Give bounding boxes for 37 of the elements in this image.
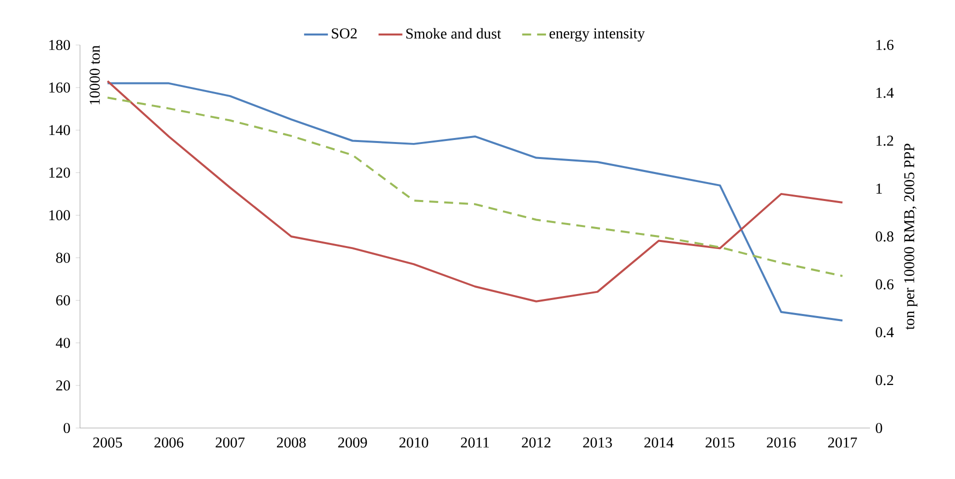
- y2-tick-label: 1.2: [876, 136, 894, 146]
- x-tick-label: 2005: [93, 437, 122, 448]
- x-tick-label: 2009: [338, 437, 367, 448]
- y2-tick-label: 1.6: [876, 40, 894, 50]
- x-tick-label: 2017: [828, 437, 858, 448]
- x-tick-label: 2011: [460, 437, 489, 448]
- y2-tick-label: 0: [876, 422, 882, 434]
- x-tick-label: 2014: [644, 437, 674, 448]
- y-tick-label: 20: [56, 380, 70, 390]
- x-tick-label: 2012: [522, 437, 550, 448]
- y-tick-label: 120: [49, 168, 70, 178]
- x-tick-label: 2015: [706, 437, 734, 448]
- x-tick-label: 2008: [276, 437, 306, 448]
- x-tick-label: 2016: [766, 437, 796, 448]
- y-tick-label: 60: [56, 295, 70, 306]
- x-tick-label: 2013: [583, 437, 612, 448]
- legend-label: Smoke and dust: [406, 28, 502, 39]
- y2-tick-label: 0.6: [876, 279, 894, 290]
- legend-label: SO2: [332, 28, 357, 38]
- y2-tick-label: 0.8: [876, 231, 894, 242]
- legend-label: energy intensity: [550, 28, 645, 42]
- y-tick-label: 80: [56, 252, 70, 263]
- x-tick-label: 2006: [154, 437, 184, 448]
- y2-axis-title: ton per 10000 RMB, 2005 PPP: [904, 144, 918, 330]
- y-tick-label: 100: [49, 210, 70, 220]
- y-tick-label: 40: [56, 338, 70, 348]
- x-tick-label: 2007: [216, 437, 245, 448]
- y-axis-title: 10000 ton: [90, 45, 100, 104]
- y-tick-label: 140: [49, 125, 70, 136]
- y2-tick-label: 1: [876, 184, 882, 194]
- y-tick-label: 160: [49, 82, 70, 93]
- y2-tick-label: 0.2: [876, 375, 894, 386]
- x-tick-label: 2010: [399, 437, 428, 448]
- y2-tick-label: 0.4: [876, 327, 894, 338]
- y-tick-label: 180: [49, 40, 70, 50]
- y2-tick-label: 1.4: [876, 88, 894, 98]
- y-tick-label: 0: [64, 422, 70, 434]
